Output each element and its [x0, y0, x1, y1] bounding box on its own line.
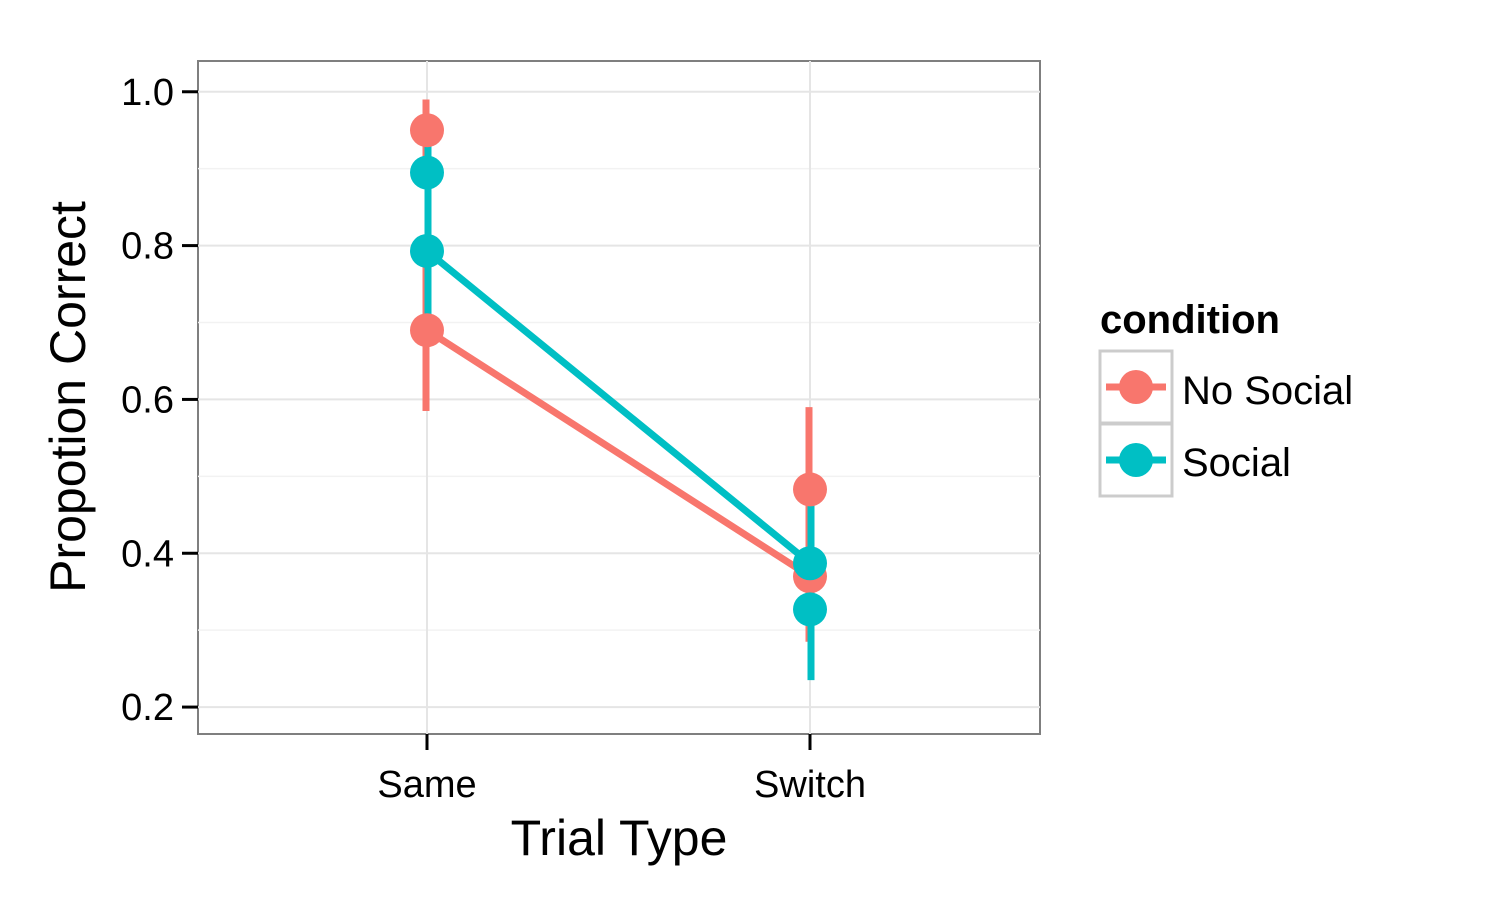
- plot-panel: [197, 60, 1041, 735]
- y-tick-label: 0.6: [121, 379, 174, 421]
- data-point: [410, 113, 444, 148]
- y-tick-label: 0.4: [121, 533, 174, 575]
- x-axis-title: Trial Type: [511, 810, 728, 866]
- data-point: [410, 155, 444, 190]
- legend: condition No Social Social: [1098, 298, 1353, 498]
- y-tick-label: 0.2: [121, 687, 174, 729]
- y-tick-label: 0.8: [121, 226, 174, 268]
- data-point: [410, 233, 444, 268]
- legend-keys: [1098, 349, 1174, 498]
- legend-label-no-social: No Social: [1182, 369, 1353, 413]
- data-point: [410, 313, 444, 348]
- series-line: [425, 327, 812, 580]
- axes: 0.2 0.4 0.6 0.8 1.0 Same Switch: [121, 72, 866, 806]
- legend-title: condition: [1100, 298, 1280, 342]
- data-point: [793, 546, 827, 581]
- x-tick-label: Switch: [754, 764, 866, 806]
- data-point: [793, 472, 827, 507]
- data-layer: [410, 99, 827, 681]
- y-axis-title: Propotion Correct: [40, 201, 96, 593]
- legend-label-social: Social: [1182, 441, 1291, 485]
- legend-key-point: [1119, 443, 1153, 477]
- legend-key-point: [1119, 370, 1153, 404]
- y-tick-label: 1.0: [121, 72, 174, 114]
- series-line: [424, 248, 813, 566]
- data-point: [793, 592, 827, 627]
- grid: [198, 61, 1040, 734]
- x-tick-label: Same: [377, 764, 476, 806]
